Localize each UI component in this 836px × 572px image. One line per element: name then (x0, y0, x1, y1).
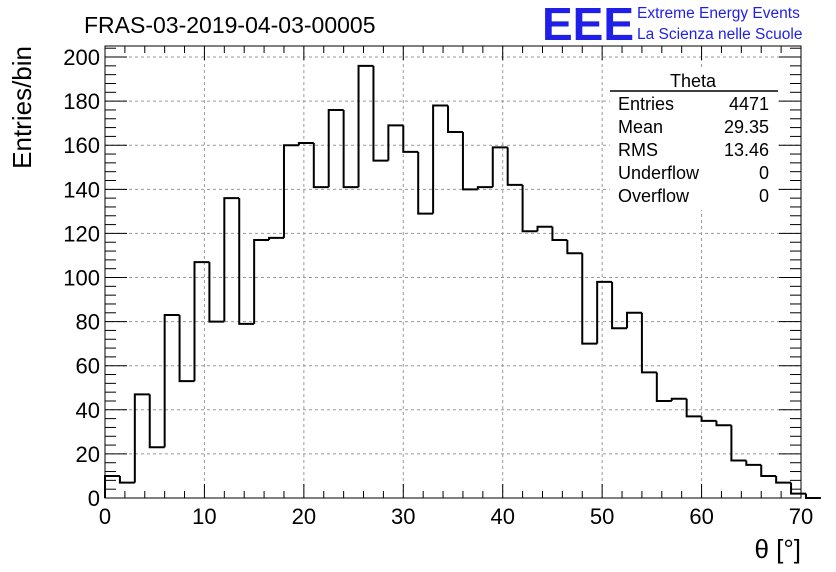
x-tick-label-10: 10 (192, 504, 216, 529)
histogram-bin-42 (730, 425, 747, 462)
y-tick-label-40: 40 (76, 398, 100, 423)
histogram-bin-45 (775, 475, 792, 484)
histogram-bin-0 (104, 474, 120, 498)
x-tick-labels: 0 10 20 30 40 50 60 70 (99, 504, 813, 529)
histogram-bin-13 (297, 142, 314, 146)
org-name: Extreme Energy Events (637, 5, 800, 22)
histogram-bin-31 (566, 240, 583, 255)
histogram-bin-5 (178, 314, 195, 383)
y-tick-label-0: 0 (88, 486, 100, 511)
stats-value-rms: 13.46 (724, 140, 769, 160)
histogram-bin-26 (491, 146, 508, 188)
stats-label-entries: Entries (618, 94, 674, 114)
stats-label-overflow: Overflow (618, 186, 690, 206)
y-tick-label-60: 60 (76, 354, 100, 379)
histogram-series (104, 64, 821, 499)
y-tick-label-180: 180 (63, 89, 100, 114)
histogram-bin-25 (476, 186, 493, 190)
y-tick-label-200: 200 (63, 45, 100, 70)
eee-logo: EEE (542, 0, 634, 50)
histogram-bin-27 (506, 147, 523, 186)
histogram-bin-33 (596, 280, 613, 344)
org-subtitle: La Scienza nelle Scuole (637, 26, 802, 43)
histogram-bin-44 (760, 464, 777, 477)
histogram-bin-34 (611, 281, 627, 330)
x-tick-label-40: 40 (490, 504, 514, 529)
histogram-bin-28 (521, 184, 538, 233)
histogram-bin-43 (745, 460, 762, 466)
y-tick-label-20: 20 (76, 442, 100, 467)
stats-label-underflow: Underflow (618, 163, 700, 183)
histogram-bin-8 (223, 197, 240, 322)
x-tick-label-30: 30 (391, 504, 415, 529)
y-tick-label-100: 100 (63, 266, 100, 291)
histogram-bin-20 (402, 125, 419, 153)
histogram-bin-46 (790, 482, 806, 495)
stats-box: Theta Entries 4471 Mean 29.35 RMS 13.46 Underf… (610, 70, 778, 210)
histogram-bin-39 (685, 398, 702, 418)
histogram-bin-15 (327, 108, 344, 188)
stats-box-background (610, 70, 778, 210)
histogram-bin-17 (357, 64, 374, 188)
x-axis-title: θ [°] (754, 534, 801, 564)
histogram-bin-14 (312, 143, 329, 189)
stats-value-overflow: 0 (759, 186, 769, 206)
histogram-bin-6 (193, 261, 210, 382)
stats-label-mean: Mean (618, 117, 663, 137)
histogram-bin-9 (238, 198, 255, 325)
histogram-bin-19 (387, 124, 404, 161)
stats-value-entries: 4471 (729, 94, 769, 114)
y-tick-label-140: 140 (63, 177, 100, 202)
histogram-bin-1 (118, 475, 135, 484)
histogram-bin-40 (700, 416, 717, 422)
histogram-bin-24 (461, 131, 478, 191)
histogram-bin-35 (626, 311, 642, 329)
x-tick-label-50: 50 (590, 504, 614, 529)
histogram-bin-21 (417, 151, 434, 215)
histogram-bin-38 (670, 397, 687, 401)
histogram-bin-47 (804, 493, 821, 499)
plot-frame (104, 45, 802, 499)
histogram-bin-10 (253, 239, 270, 324)
histogram-bin-32 (581, 253, 598, 345)
histogram-bin-23 (447, 105, 463, 133)
axis-ticks (104, 46, 802, 499)
x-tick-label-70: 70 (789, 504, 813, 529)
histogram-bin-29 (536, 225, 553, 232)
run-title: FRAS-03-2019-04-03-00005 (84, 12, 376, 38)
histogram-bin-2 (133, 393, 150, 483)
histogram-bin-18 (372, 65, 389, 162)
y-tick-label-160: 160 (63, 133, 100, 158)
histogram-bin-3 (148, 394, 165, 449)
histogram-bin-11 (268, 236, 284, 241)
histogram-bin-37 (655, 372, 672, 402)
histogram-bin-30 (551, 226, 568, 242)
stats-value-mean: 29.35 (724, 117, 769, 137)
x-tick-label-60: 60 (689, 504, 713, 529)
histogram-bin-16 (342, 109, 359, 189)
stats-label-rms: RMS (618, 140, 658, 160)
y-tick-label-120: 120 (63, 221, 100, 246)
y-axis-title: Entries/bin (7, 46, 37, 169)
x-tick-label-0: 0 (99, 504, 111, 529)
x-tick-label-20: 20 (292, 504, 316, 529)
histogram-bin-4 (163, 313, 180, 448)
histogram-bin-7 (208, 262, 225, 323)
y-tick-label-80: 80 (76, 310, 100, 335)
histogram-bin-12 (282, 144, 299, 238)
histogram-bin-22 (432, 104, 449, 214)
histogram-bin-36 (640, 312, 657, 374)
y-tick-labels: 0 20 40 60 80 100 120 140 160 180 200 (63, 45, 100, 511)
stats-box-title: Theta (670, 71, 717, 91)
stats-value-underflow: 0 (759, 163, 769, 183)
histogram-bin-41 (715, 420, 732, 427)
